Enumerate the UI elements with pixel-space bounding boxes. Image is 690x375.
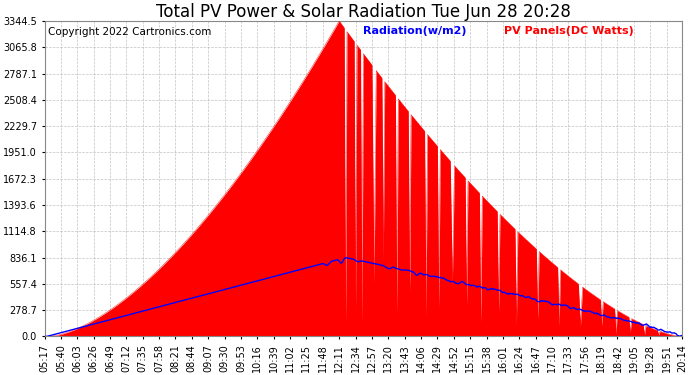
Text: Radiation(w/m2): Radiation(w/m2) [364, 26, 467, 36]
Text: Copyright 2022 Cartronics.com: Copyright 2022 Cartronics.com [48, 27, 211, 37]
Text: PV Panels(DC Watts): PV Panels(DC Watts) [504, 26, 633, 36]
Title: Total PV Power & Solar Radiation Tue Jun 28 20:28: Total PV Power & Solar Radiation Tue Jun… [156, 3, 571, 21]
